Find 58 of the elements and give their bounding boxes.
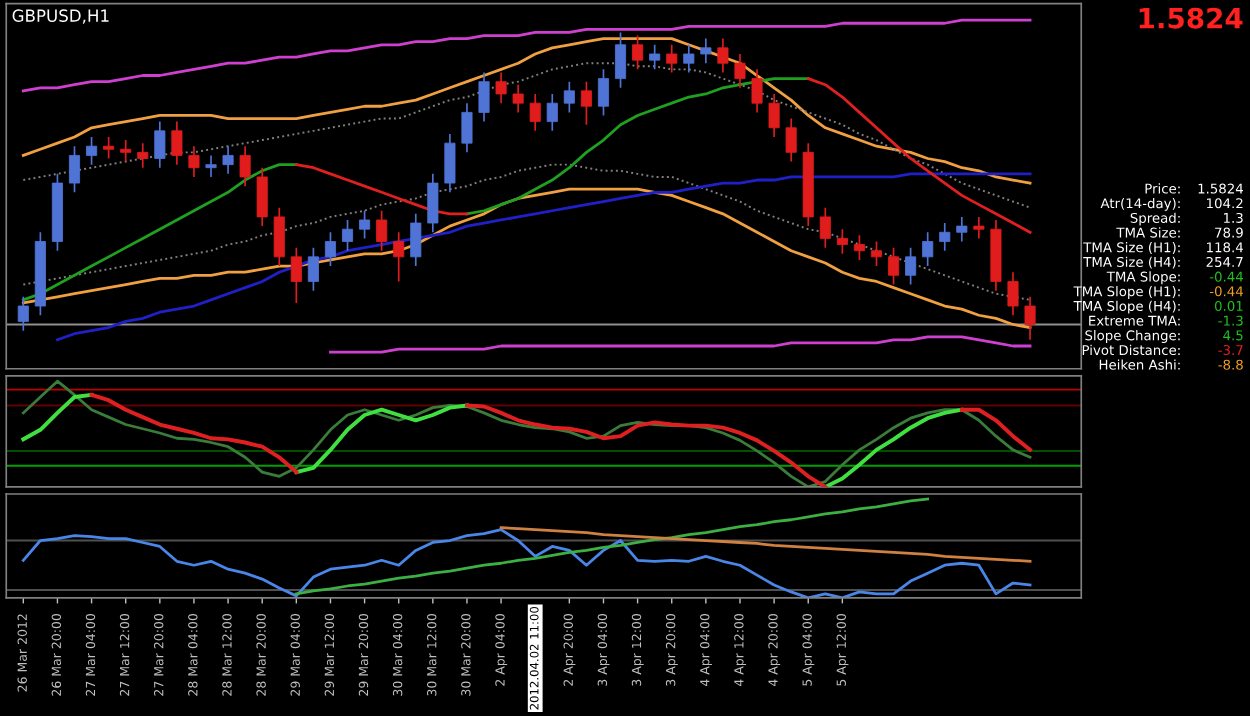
- candlestick: [120, 139, 132, 163]
- candlestick: [393, 231, 405, 283]
- candlestick: [68, 145, 81, 194]
- candlestick: [410, 212, 422, 267]
- candlestick: [478, 71, 490, 123]
- candlestick: [649, 43, 661, 71]
- chart-title: GBPUSD,H1: [12, 9, 109, 24]
- candlestick: [836, 228, 848, 255]
- candlestick: [529, 93, 541, 132]
- candlestick: [205, 154, 217, 178]
- candlestick: [427, 173, 439, 234]
- candlestick: [563, 80, 575, 114]
- candlestick: [290, 246, 302, 304]
- candlestick: [495, 71, 507, 105]
- candlestick: [512, 83, 524, 114]
- text: 1.5824: [1139, 7, 1243, 29]
- candlestick: [256, 166, 268, 227]
- candlestick: [700, 37, 712, 65]
- candlestick: [768, 93, 780, 138]
- candlestick: [1007, 271, 1019, 317]
- candlestick: [922, 231, 934, 267]
- candlestick: [819, 206, 831, 249]
- candlestick: [905, 246, 917, 286]
- candlestick: [103, 136, 115, 160]
- candlestick: [888, 246, 900, 286]
- candlestick: [853, 234, 865, 261]
- candlestick: [751, 68, 763, 114]
- candlestick: [461, 102, 473, 154]
- candlestick: [1024, 295, 1036, 341]
- candlestick: [154, 120, 166, 169]
- candlestick: [307, 246, 319, 292]
- candlestick: [86, 136, 98, 166]
- candlestick: [870, 240, 883, 267]
- candlestick: [239, 145, 251, 187]
- candlestick: [137, 142, 149, 169]
- candlestick: [188, 145, 200, 178]
- candlestick: [683, 43, 695, 74]
- candlestick: [615, 31, 627, 89]
- candlestick: [444, 133, 456, 194]
- candlestick: [171, 120, 183, 166]
- candlestick: [546, 93, 558, 132]
- candlestick: [597, 68, 610, 117]
- candlestick: [956, 216, 968, 243]
- candlestick: [666, 43, 678, 74]
- candlestick: [359, 209, 371, 240]
- candlestick: [341, 219, 354, 252]
- candlestick: [17, 295, 29, 332]
- candlestick: [973, 216, 985, 240]
- candlestick: [632, 34, 644, 71]
- candlestick: [734, 53, 746, 89]
- candlestick: [717, 37, 729, 74]
- candlestick: [580, 80, 592, 126]
- candlestick: [939, 222, 951, 252]
- candlestick: [324, 231, 336, 267]
- candlestick: [273, 206, 285, 267]
- candlestick: [222, 145, 234, 175]
- candlestick: [376, 209, 388, 252]
- candlestick: [785, 117, 797, 163]
